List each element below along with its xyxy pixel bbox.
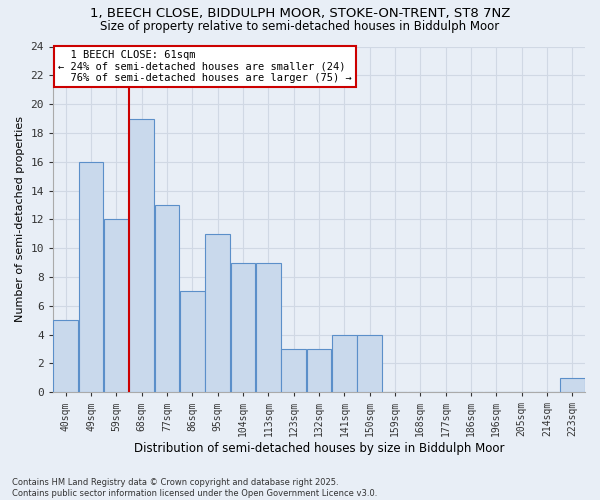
Text: Contains HM Land Registry data © Crown copyright and database right 2025.
Contai: Contains HM Land Registry data © Crown c… xyxy=(12,478,377,498)
Bar xyxy=(256,262,281,392)
Bar xyxy=(230,262,256,392)
X-axis label: Distribution of semi-detached houses by size in Biddulph Moor: Distribution of semi-detached houses by … xyxy=(134,442,504,455)
Bar xyxy=(180,292,205,392)
Bar xyxy=(307,349,331,392)
Bar xyxy=(79,162,103,392)
Bar xyxy=(332,334,357,392)
Bar xyxy=(155,205,179,392)
Bar xyxy=(53,320,78,392)
Bar xyxy=(560,378,585,392)
Bar xyxy=(104,220,129,392)
Text: 1 BEECH CLOSE: 61sqm
← 24% of semi-detached houses are smaller (24)
  76% of sem: 1 BEECH CLOSE: 61sqm ← 24% of semi-detac… xyxy=(58,50,352,83)
Y-axis label: Number of semi-detached properties: Number of semi-detached properties xyxy=(15,116,25,322)
Bar xyxy=(205,234,230,392)
Text: Size of property relative to semi-detached houses in Biddulph Moor: Size of property relative to semi-detach… xyxy=(100,20,500,33)
Text: 1, BEECH CLOSE, BIDDULPH MOOR, STOKE-ON-TRENT, ST8 7NZ: 1, BEECH CLOSE, BIDDULPH MOOR, STOKE-ON-… xyxy=(90,8,510,20)
Bar xyxy=(130,118,154,392)
Bar xyxy=(281,349,306,392)
Bar xyxy=(357,334,382,392)
